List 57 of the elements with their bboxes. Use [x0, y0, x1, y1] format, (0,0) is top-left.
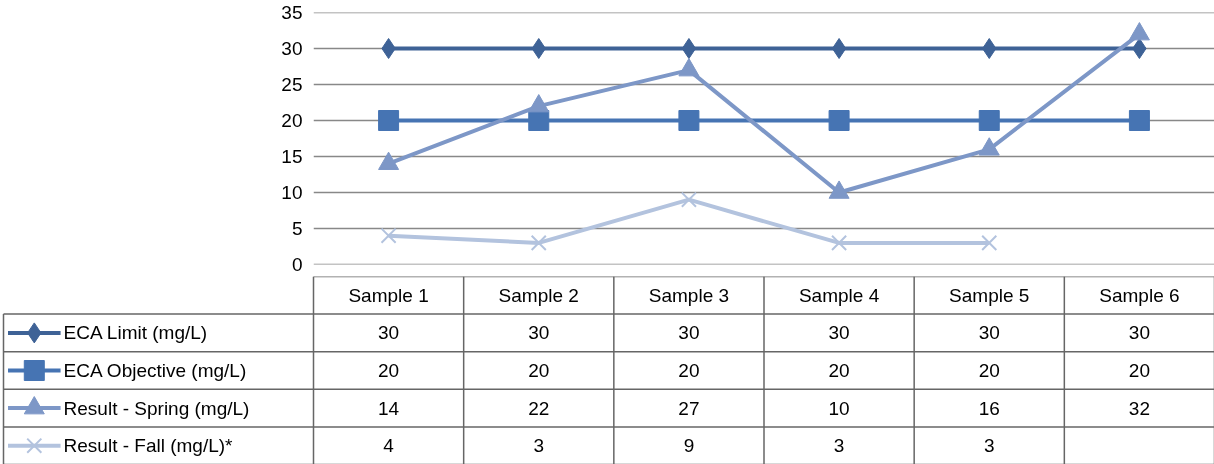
y-tick-label: 0: [291, 254, 303, 275]
data-label: 20: [678, 360, 700, 381]
data-label: 30: [978, 322, 1000, 344]
x-tick-label: Sample 4: [798, 284, 880, 306]
data-label: 22: [528, 397, 550, 419]
data-label: 20: [828, 360, 850, 381]
point: [978, 110, 1000, 131]
y-tick-label: 10: [281, 182, 303, 203]
point: [1132, 38, 1147, 59]
data-label: 30: [528, 322, 550, 344]
point: [981, 234, 998, 251]
x-tick-label: Sample 2: [498, 284, 579, 306]
x-tick-label: Sample 1: [348, 284, 429, 306]
data-label: 20: [378, 360, 400, 381]
data-label: 9: [683, 435, 695, 457]
point: [982, 38, 997, 59]
point: [378, 110, 400, 131]
y-tick-label: 30: [281, 38, 303, 59]
point: [678, 110, 700, 131]
data-label: 30: [828, 322, 850, 344]
data-label: 20: [978, 360, 1000, 381]
point: [1128, 110, 1150, 131]
data-label: 4: [383, 435, 395, 457]
data-label: 10: [828, 397, 850, 419]
data-label: 30: [678, 322, 700, 344]
data-label: 14: [378, 397, 400, 419]
x-tick-label: Sample 6: [1099, 284, 1180, 306]
legend-label: Result - Spring (mg/L): [63, 397, 250, 419]
point: [681, 38, 697, 59]
legend-label: Result - Fall (mg/L)*: [63, 435, 234, 457]
point: [828, 110, 850, 131]
x-tick-label: Sample 3: [648, 284, 730, 306]
y-tick-label: 20: [281, 110, 303, 131]
data-label: 3: [533, 435, 545, 457]
data-label: 3: [833, 435, 845, 457]
data-label: 20: [528, 360, 550, 381]
point: [380, 227, 397, 244]
y-tick-label: 35: [281, 2, 303, 23]
point: [680, 191, 697, 208]
point: [381, 38, 396, 59]
point: [831, 234, 848, 251]
legend-label: ECA Limit (mg/L): [63, 322, 208, 344]
data-label: 20: [1128, 360, 1150, 381]
data-label: 27: [678, 397, 700, 419]
data-label: 16: [978, 397, 1000, 419]
x-tick-label: Sample 5: [949, 284, 1030, 306]
y-tick-label: 5: [291, 218, 303, 239]
data-label: 30: [378, 322, 400, 344]
y-tick-label: 25: [281, 74, 303, 95]
point: [831, 38, 847, 59]
y-tick-label: 15: [281, 146, 303, 167]
data-label: 3: [983, 435, 995, 457]
data-label: 32: [1128, 397, 1150, 419]
point: [531, 38, 546, 59]
legend-label: ECA Objective (mg/L): [63, 360, 247, 381]
data-label: 30: [1128, 322, 1150, 344]
point: [530, 234, 547, 251]
